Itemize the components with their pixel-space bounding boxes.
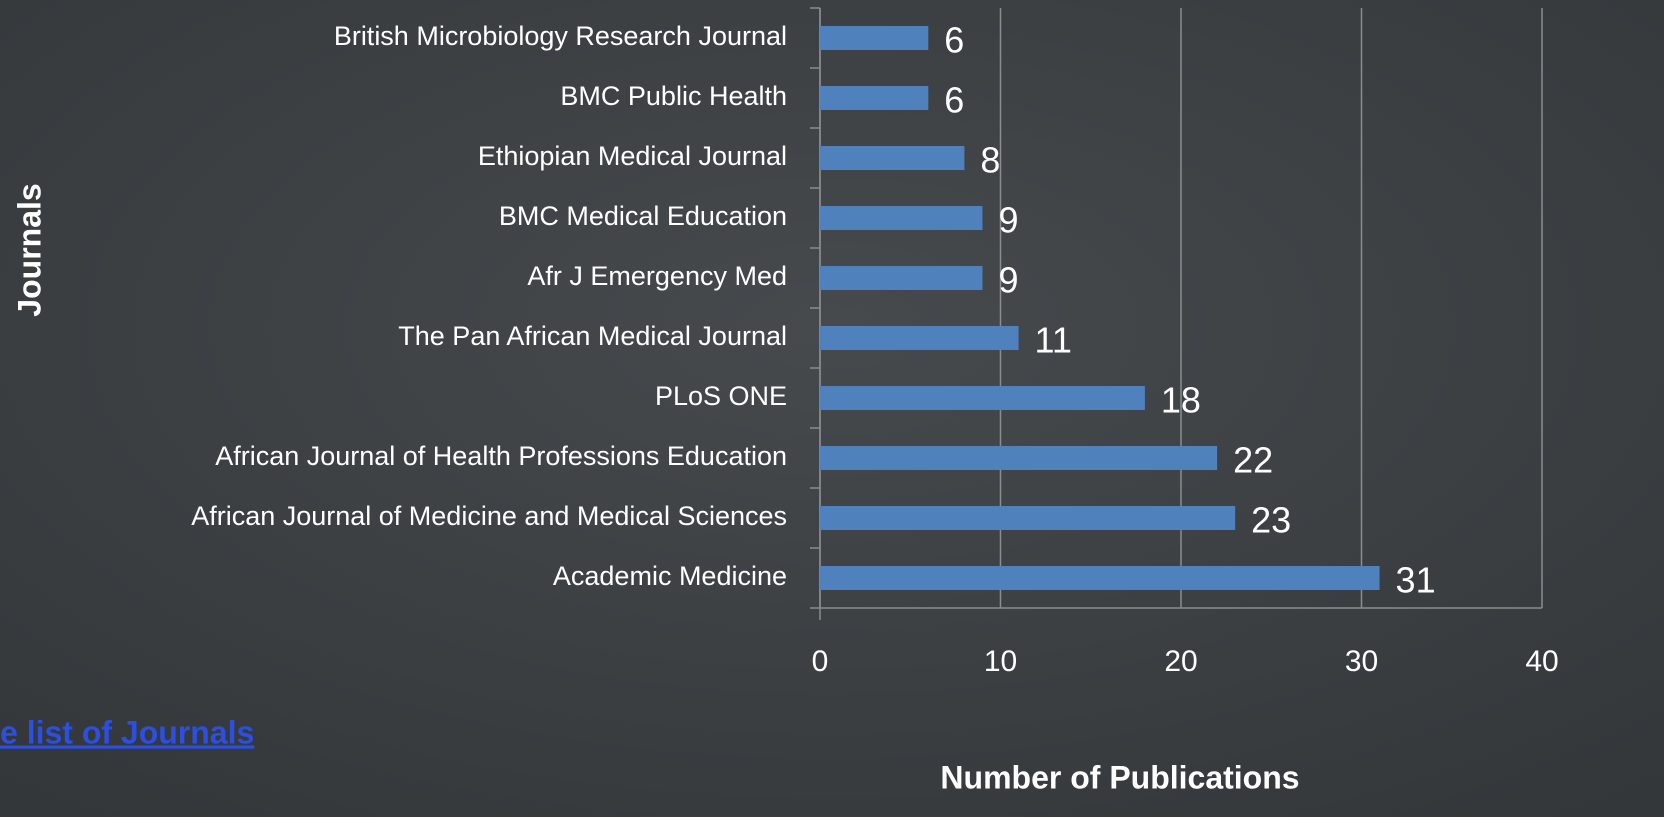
value-label: 11 [1035,320,1072,361]
category-label: Afr J Emergency Med [527,261,787,291]
bar [820,26,929,50]
x-tick-label: 20 [1164,645,1197,678]
value-label: 31 [1396,560,1436,601]
value-label: 8 [980,140,1000,181]
value-label: 18 [1161,380,1201,421]
bar [820,266,983,290]
x-tick-label: 30 [1345,645,1378,678]
bar [820,206,983,230]
value-label: 9 [998,200,1018,241]
bar [820,326,1019,350]
x-axis-title: Number of Publications [940,759,1299,795]
value-label: 9 [998,260,1018,301]
category-label: British Microbiology Research Journal [334,21,787,51]
category-label: BMC Public Health [560,81,787,111]
bar [820,506,1236,530]
plot-area: 0 10 20 30 40 British Microbiology Research J… [191,7,1559,678]
value-label: 6 [944,80,964,121]
category-label: Ethiopian Medical Journal [478,141,787,171]
bar [820,566,1380,590]
bar [820,86,929,110]
value-label: 22 [1233,440,1273,481]
value-label: 6 [944,20,964,61]
value-label: 23 [1251,500,1291,541]
bar [820,446,1218,470]
category-label: PLoS ONE [655,381,787,411]
category-label: Academic Medicine [553,561,787,591]
category-label: African Journal of Health Professions Ed… [215,441,787,471]
category-label: African Journal of Medicine and Medical … [191,501,787,531]
x-tick-label: 10 [984,645,1017,678]
y-axis-title: Journals [11,183,47,316]
bar [820,146,965,170]
journal-list-link[interactable]: e list of Journals [0,714,254,750]
bar [820,386,1145,410]
category-label: BMC Medical Education [499,201,787,231]
x-tick-label: 40 [1525,645,1558,678]
x-tick-label: 0 [812,645,829,678]
category-label: The Pan African Medical Journal [398,321,787,351]
